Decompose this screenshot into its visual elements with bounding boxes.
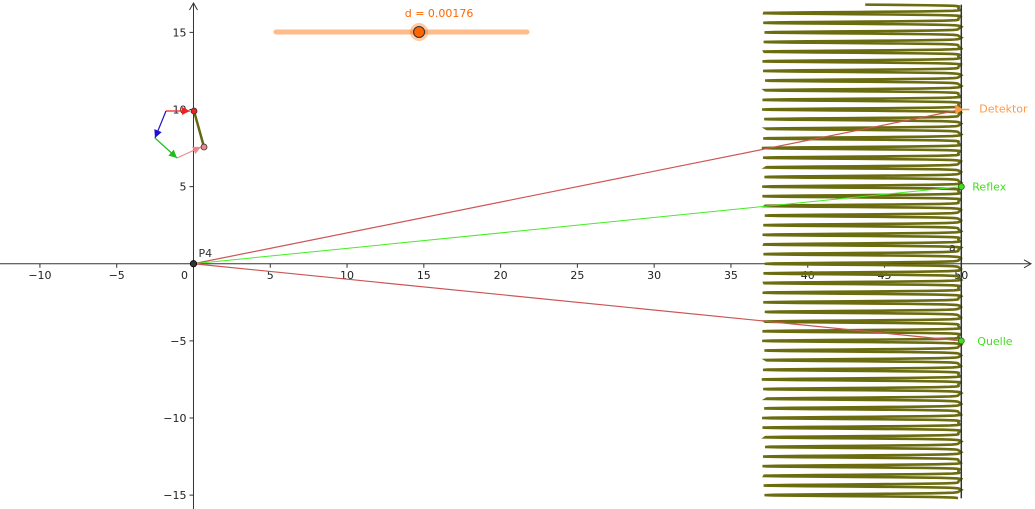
x-tick-label: 15 [417,269,431,282]
y-tick-label: −5 [170,335,186,348]
y-tick-label: −10 [163,412,186,425]
point-label-quelle: Quelle [977,335,1013,348]
point-quelle[interactable] [957,337,965,345]
slider-knob[interactable] [413,26,426,38]
slider-d[interactable]: d = 0.00176 [273,7,530,41]
point-reflex[interactable] [957,183,965,191]
phasor-green-arrowhead [168,149,177,158]
point-p4[interactable] [189,260,198,268]
point-label-detektor: Detektor [979,103,1028,116]
slider-label: d = 0.00176 [405,7,474,20]
x-tick-label: 20 [494,269,508,282]
x-tick-label: 30 [647,269,661,282]
phasor-red-arrowhead [182,107,190,115]
phasor-bar [192,110,206,148]
interference-curve [761,3,964,500]
x-tick-label: 35 [724,269,738,282]
x-tick-label: −5 [109,269,125,282]
segment-label-a: a [949,241,956,254]
origin-label: 0 [181,269,188,282]
y-tick-label: 5 [179,181,186,194]
ray-to-quelle [193,263,962,342]
y-tick-label: −15 [163,489,186,502]
phasor-pink-arrowhead [192,146,201,154]
x-tick-label: 25 [570,269,584,282]
phasor-point-bottom[interactable] [200,143,208,151]
point-label-reflex: Reflex [972,181,1006,194]
x-tick-label: −10 [28,269,51,282]
detektor-marker [955,104,970,115]
ray-to-detektor [193,108,962,265]
point-label-p4: P4 [198,247,212,260]
y-tick-label: 15 [172,26,186,39]
phasor-blue-arrowhead [154,129,162,138]
phasor-widget [154,107,208,159]
x-tick-label: 5 [267,269,274,282]
phasor-point-top[interactable] [190,107,198,115]
ray-to-reflex [193,186,962,265]
